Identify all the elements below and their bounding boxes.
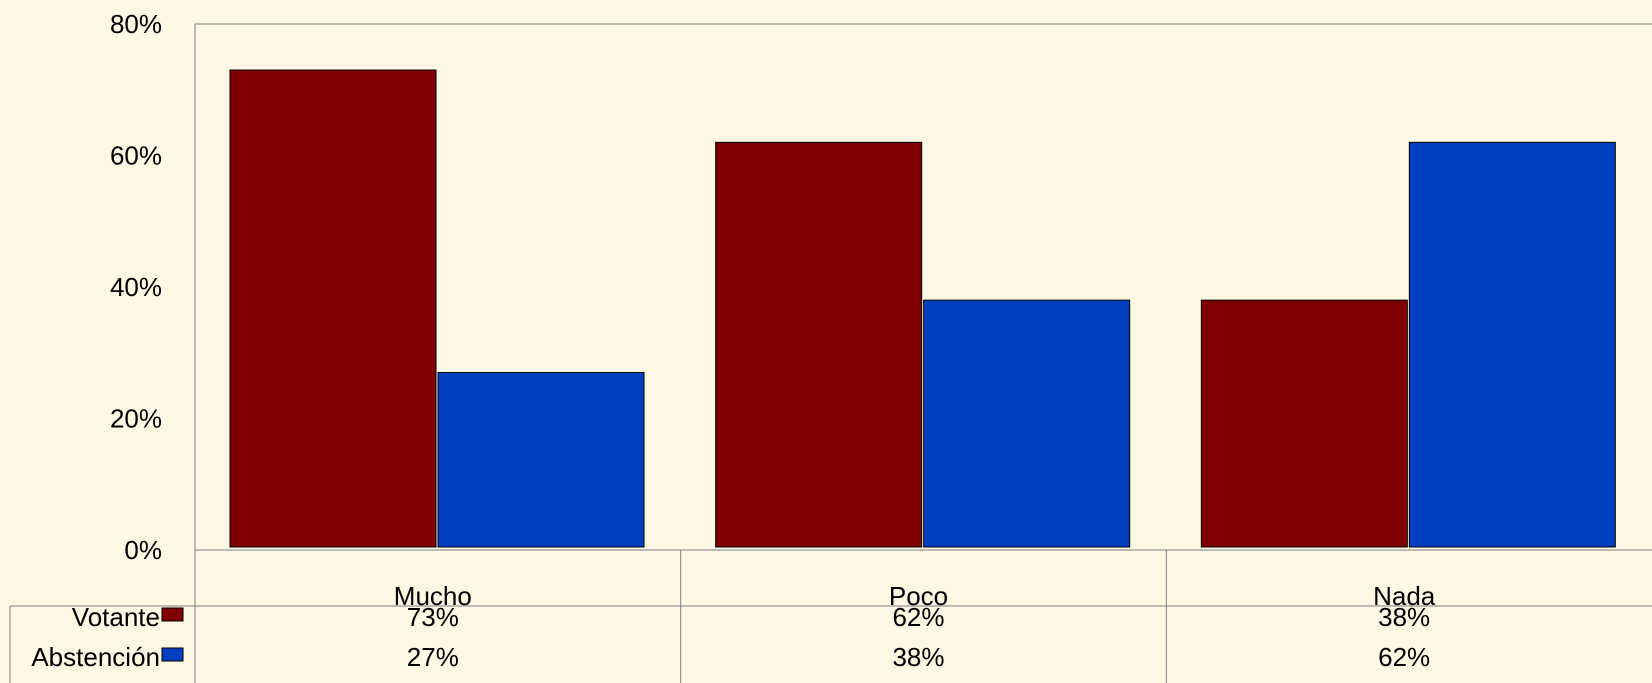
bar-votante-nada — [1200, 299, 1408, 548]
y-axis-ticks: 0% 20% 40% 60% 80% — [110, 9, 162, 565]
y-tick-label: 0% — [124, 535, 162, 565]
bar-abstencin-mucho — [437, 371, 645, 548]
data-table: Mucho Poco Nada Votante 73% 62% 38% Abstención 2… — [9, 549, 1652, 683]
data-label: 38% — [892, 642, 944, 672]
data-label: 62% — [892, 602, 944, 632]
legend-swatch — [161, 607, 184, 622]
y-tick-label: 40% — [110, 272, 162, 302]
x-category-label: Nada — [1373, 581, 1436, 611]
data-label: 62% — [1378, 642, 1430, 672]
y-tick-label: 80% — [110, 9, 162, 39]
data-label: 73% — [407, 602, 459, 632]
bars — [229, 69, 1616, 548]
bar-votante-poco — [715, 141, 923, 548]
y-tick-label: 20% — [110, 404, 162, 434]
data-label: 27% — [407, 642, 459, 672]
legend-swatch — [161, 647, 184, 662]
legend-label: Votante — [72, 602, 160, 632]
legend-label: Abstención — [31, 642, 160, 672]
data-label: 38% — [1378, 602, 1430, 632]
x-category-label: Mucho — [394, 581, 472, 611]
bar-votante-mucho — [229, 69, 437, 548]
bar-abstencin-nada — [1408, 141, 1616, 548]
bar-abstencin-poco — [923, 299, 1131, 548]
x-category-label: Poco — [889, 581, 948, 611]
y-tick-label: 60% — [110, 141, 162, 171]
